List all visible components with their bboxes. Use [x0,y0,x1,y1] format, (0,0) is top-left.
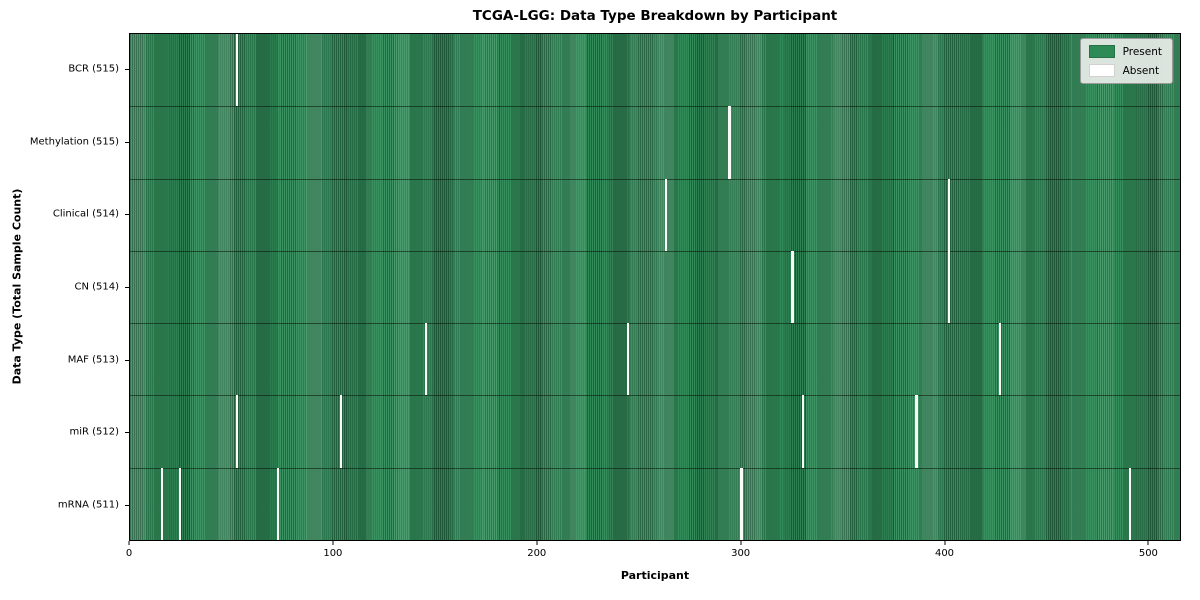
y-tick-mark [125,287,129,288]
absent-gap [626,323,629,396]
legend-item: Present [1088,45,1162,58]
absent-gap [728,106,731,179]
x-tick-label: 200 [527,548,547,559]
x-tick-label: 500 [1138,548,1158,559]
row-separator [130,106,1180,108]
absent-gap [665,178,668,251]
row-separator [130,467,1180,469]
legend: Present Absent [1079,38,1173,84]
absent-gap [276,467,279,540]
absent-gap [235,395,239,468]
y-tick-label: mRNA (511) [57,499,119,511]
y-tick-mark [125,504,129,506]
absent-gap [791,250,794,324]
x-tick-mark [944,541,945,545]
absent-gap [948,250,951,324]
x-tick-mark [332,541,334,545]
y-tick-mark [125,69,129,71]
x-tick-mark [128,541,130,545]
legend-item: Absent [1088,64,1162,77]
y-tick-mark [125,359,129,361]
x-tick-mark [740,541,742,545]
row-separator [130,323,1180,325]
absent-gap [948,178,951,251]
x-axis-label: Participant [620,569,690,582]
y-axis-label: Data Type (Total Sample Count) [10,188,24,385]
legend-label: Absent [1122,64,1160,77]
absent-gap [178,467,182,540]
x-tick-label: 0 [125,548,133,559]
absent-gap [740,467,743,540]
row-separator [130,395,1180,397]
chart-title: TCGA-LGG: Data Type Breakdown by Partici… [472,8,838,24]
y-tick-label: MAF (513) [67,354,119,366]
y-axis: BCR (515) Methylation (515) Clinical (514)… [0,33,129,541]
y-tick-mark [125,141,129,143]
y-tick-label: CN (514) [74,281,119,293]
x-tick-mark [1147,541,1149,545]
absent-gap [425,323,428,396]
legend-swatch-icon [1088,45,1115,58]
x-tick-label: 400 [934,548,955,559]
y-tick-label: Clinical (514) [52,208,119,220]
absent-gap [915,395,918,468]
y-tick-label: BCR (515) [68,63,119,75]
absent-gap [339,395,342,468]
x-tick-mark [536,541,538,545]
absent-gap [998,323,1002,396]
legend-label: Present [1122,45,1162,58]
absent-gap [160,467,163,540]
absent-gap [801,395,804,468]
x-tick-label: 100 [323,548,343,559]
absent-gap [1129,467,1132,540]
legend-swatch-icon [1088,64,1115,77]
plot-area [129,33,1181,541]
x-axis: 0 100 200 300 400 500 [125,541,1181,567]
y-tick-label: Methylation (515) [29,136,119,148]
absent-gap [235,34,239,107]
row-separator [130,178,1180,180]
y-tick-label: miR (512) [69,426,119,438]
x-tick-label: 300 [731,548,751,559]
y-tick-mark [125,214,129,216]
row-separator [130,250,1180,252]
y-tick-mark [125,432,129,434]
